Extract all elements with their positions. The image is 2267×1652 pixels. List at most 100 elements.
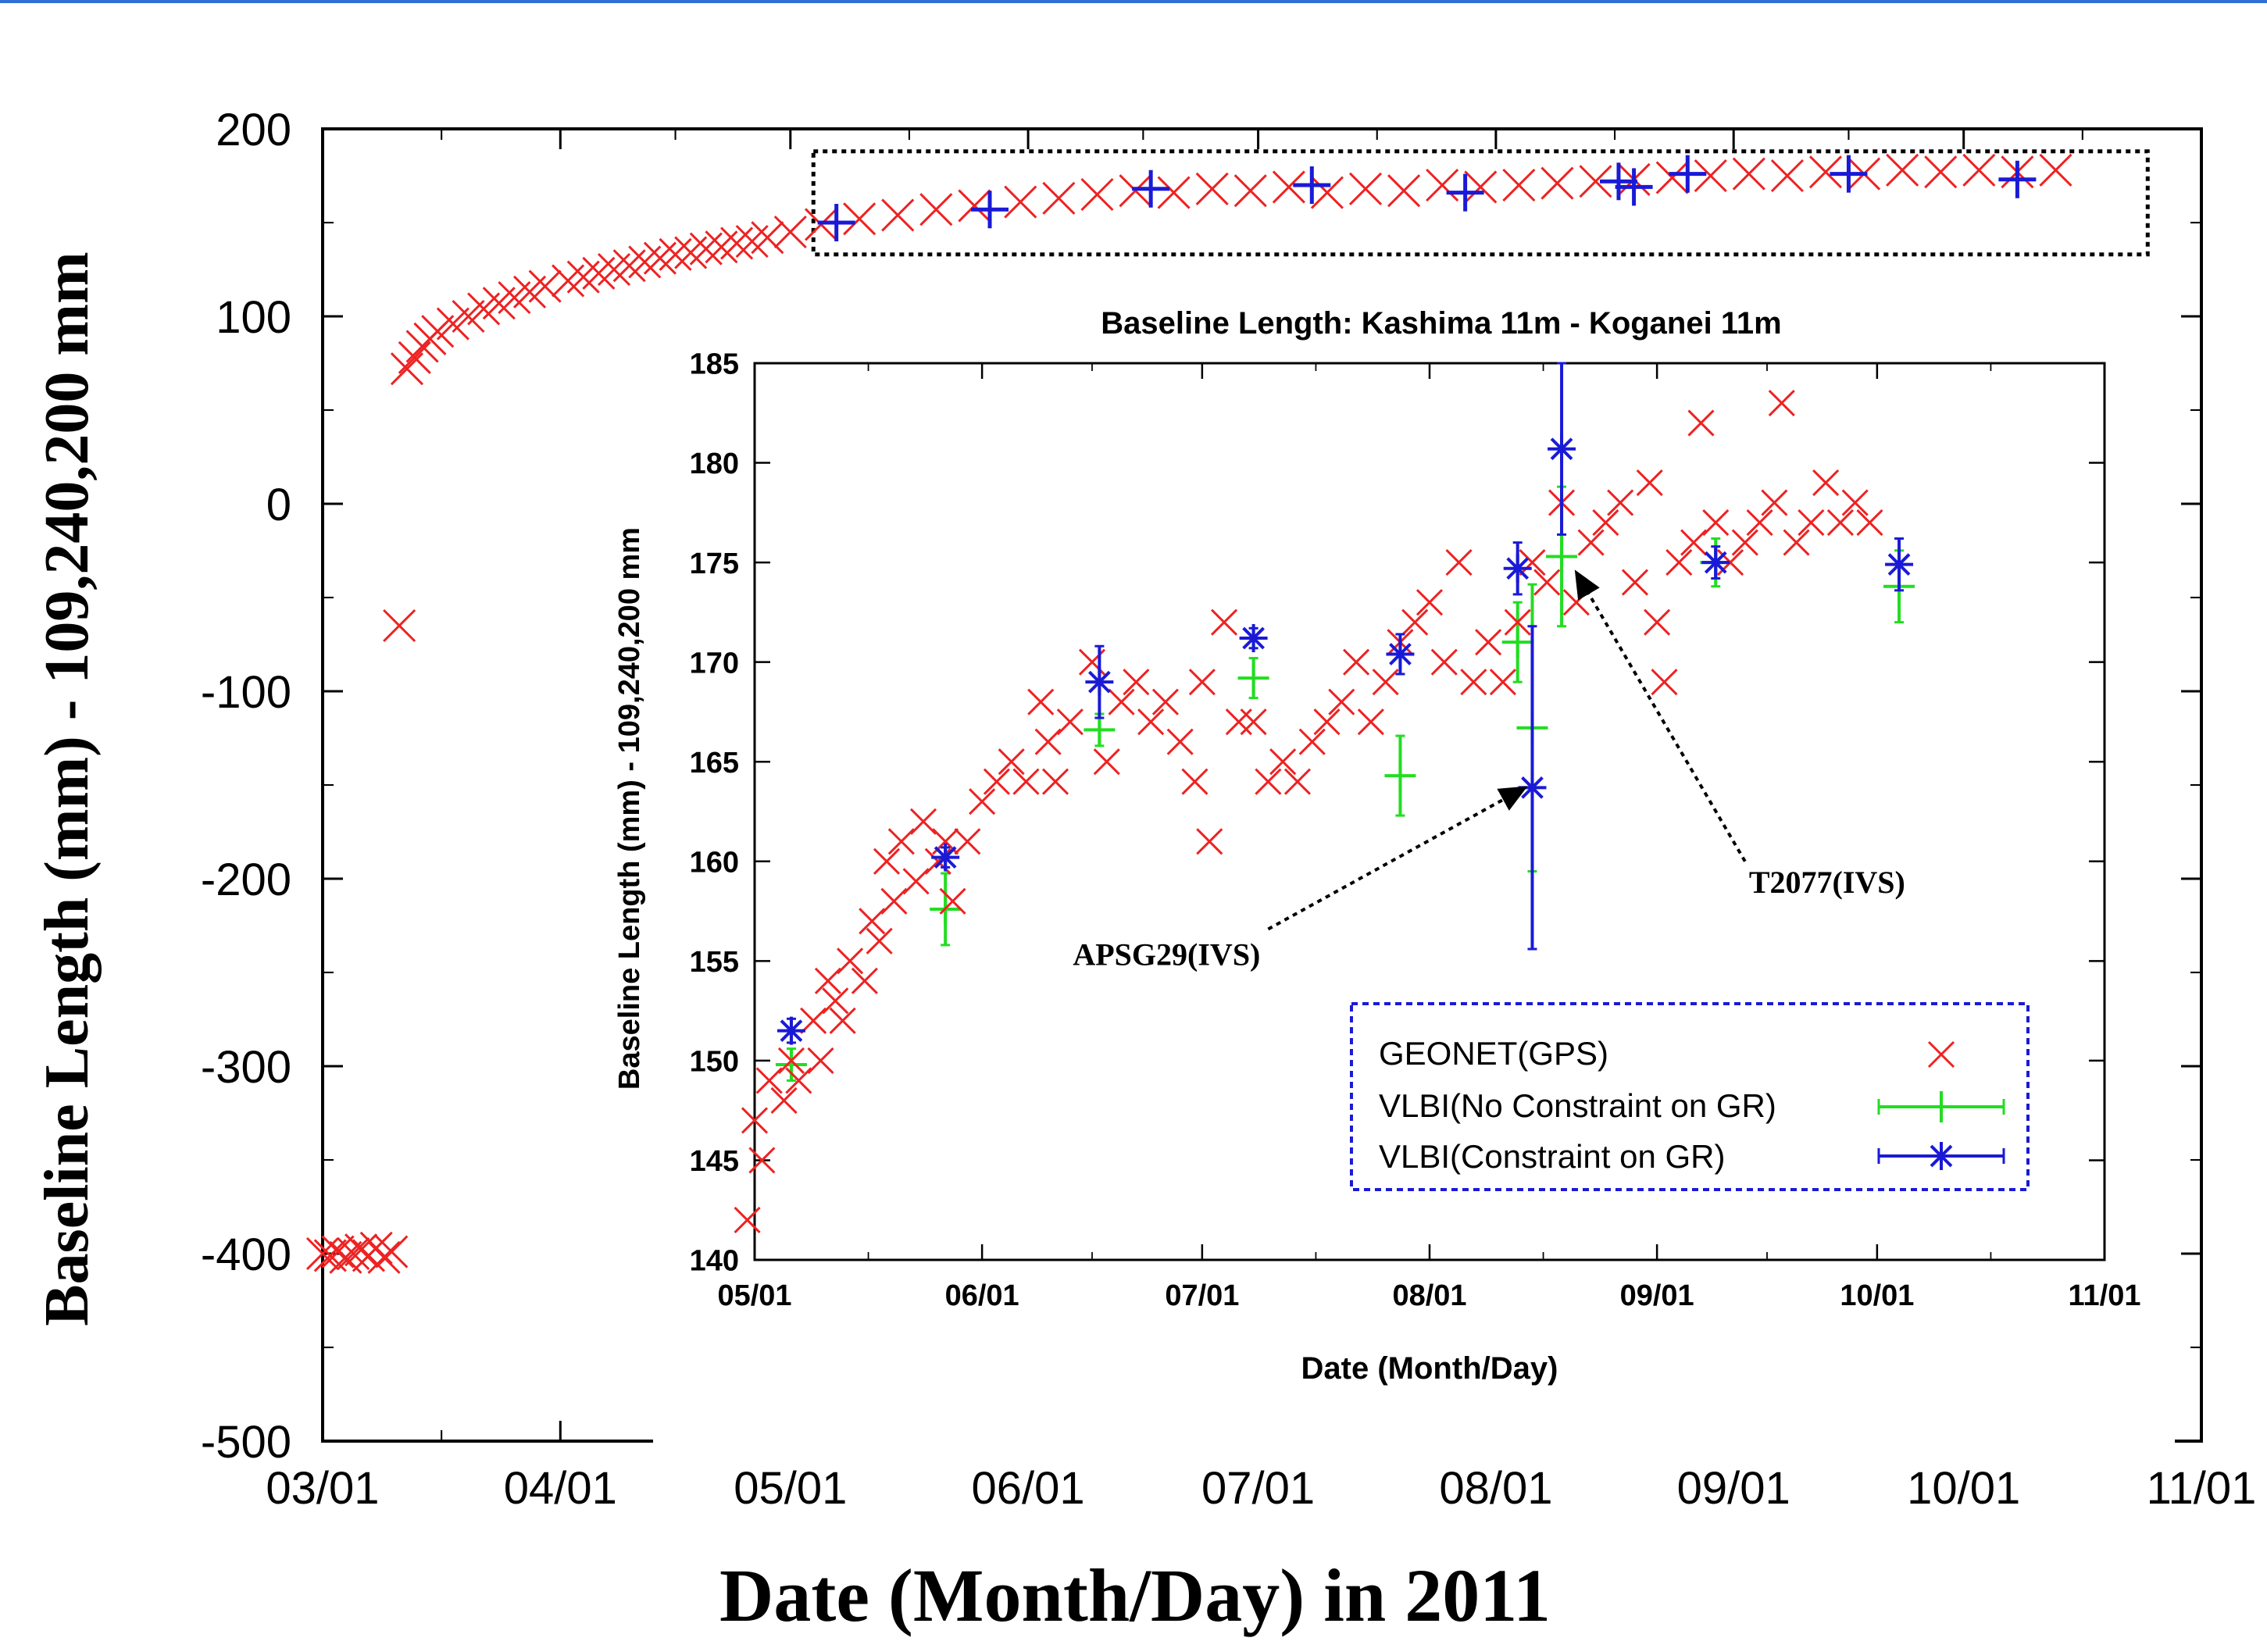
y-tick-label: 175 (690, 548, 739, 580)
gps-point (1233, 174, 1267, 208)
gps-point (880, 887, 908, 915)
gps-point (1808, 155, 1843, 189)
gps-point (1416, 589, 1444, 616)
gps-point (1034, 728, 1062, 755)
y-tick-label: 160 (690, 846, 739, 879)
vlbi-point (1446, 173, 1484, 212)
inset-axis-ticks: 05/01 06/01 07/01 08/01 09/01 10/01 11/01 185 18… (690, 348, 2141, 1312)
gps-point (582, 256, 616, 290)
x-tick-label: 07/01 (1165, 1279, 1239, 1312)
y-tick-label: -100 (201, 667, 291, 718)
vlbi-constraint-point (931, 843, 960, 872)
gps-point (1157, 176, 1191, 209)
main-zoom-box-layer (811, 149, 2150, 257)
vlbi-constraint-point (1239, 624, 1268, 653)
gps-point (748, 1147, 776, 1174)
gps-point (785, 1067, 812, 1094)
gps-point (1732, 157, 1765, 191)
gps-point (1856, 509, 1883, 537)
gps-point (705, 230, 738, 264)
vlbi-constraint-point (776, 1016, 805, 1045)
gps-point (755, 1067, 783, 1094)
main-gps-series (305, 153, 2072, 1274)
gps-point (954, 828, 981, 855)
gps-point (777, 1047, 805, 1074)
gps-point (1519, 549, 1546, 576)
inset-chart: Baseline Length: Kashima 11m - Koganei 1… (613, 305, 2175, 1449)
annotation-arrow (1267, 786, 1528, 931)
gps-point (1426, 168, 1459, 202)
vlbi-point (1830, 155, 1868, 193)
x-tick-label: 06/01 (972, 1463, 1085, 1514)
gps-point (359, 1231, 393, 1265)
gps-point (1372, 669, 1399, 696)
inset-background (653, 305, 2175, 1449)
gps-point (1651, 669, 1678, 696)
x-tick-label: 05/01 (734, 1463, 847, 1514)
gps-point (1841, 489, 1869, 516)
legend-label-vlbi-no-constraint: VLBI(No Constraint on GR) (1379, 1087, 1776, 1124)
gps-point (1283, 768, 1312, 795)
gps-point (528, 269, 562, 303)
vlbi-constraint-point (1701, 548, 1730, 577)
gps-point (919, 193, 953, 227)
vlbi-point (1599, 162, 1637, 201)
gps-point (1489, 669, 1516, 696)
gps-point (1188, 669, 1216, 696)
gps-point (398, 341, 431, 374)
gps-point (969, 788, 996, 815)
gps-point (1272, 170, 1305, 204)
vlbi-point (1669, 155, 1707, 193)
vlbi-no-constraint-point (1084, 714, 1116, 746)
gps-point (741, 1107, 769, 1134)
gps-point (902, 868, 930, 895)
y-tick-label: 200 (216, 105, 291, 155)
y-tick-label: 170 (690, 647, 739, 680)
gps-point (814, 967, 841, 994)
gps-point (1151, 688, 1179, 715)
gps-point (1108, 688, 1135, 715)
vlbi-point (1615, 168, 1653, 206)
legend-label-gps: GEONET(GPS) (1379, 1035, 1608, 1072)
gps-point (1621, 569, 1649, 596)
gps-point (1540, 166, 1574, 200)
gps-point (829, 1007, 856, 1034)
gps-point (1298, 728, 1326, 755)
gps-point (689, 232, 723, 266)
gps-point (1080, 177, 1114, 212)
gps-point (1592, 509, 1619, 537)
gps-point (390, 352, 424, 386)
inset-y-axis-label: Baseline Length (mm) - 109,240,200 mm (613, 527, 646, 1090)
main-vlbi-series (817, 155, 2037, 241)
gps-point (1343, 648, 1370, 676)
gps-point (939, 887, 966, 915)
vlbi-constraint-point (1503, 554, 1532, 583)
x-tick-label: 03/01 (266, 1463, 379, 1514)
gps-point (1886, 153, 1919, 187)
legend-sample-no-constraint (1926, 1091, 1957, 1122)
vlbi-point (1998, 160, 2037, 198)
x-tick-label: 04/01 (504, 1463, 617, 1514)
gps-point (866, 927, 893, 954)
legend-label-vlbi-constraint: VLBI(Constraint on GR) (1379, 1138, 1726, 1175)
gps-point (1269, 748, 1297, 776)
y-tick-label: -200 (201, 855, 291, 905)
gps-point (1313, 708, 1341, 736)
gps-point (1702, 509, 1730, 537)
gps-point (1783, 529, 1810, 556)
gps-point (1042, 181, 1076, 215)
vlbi-constraint-point (1548, 434, 1576, 463)
gps-point (998, 748, 1025, 776)
gps-point (421, 315, 455, 348)
gps-point (735, 224, 769, 259)
gps-point (1225, 708, 1252, 736)
annotation-label: T2077(IVS) (1749, 865, 1905, 900)
main-x-axis-label: Date (Month/Day) in 2011 (719, 1554, 1551, 1637)
gps-point (800, 1007, 827, 1034)
y-tick-label: 100 (216, 292, 291, 343)
gps-point (1962, 153, 1996, 187)
main-chart: 03/01 04/01 05/01 06/01 07/01 08/01 09/01 10/01… (33, 105, 2256, 1637)
gps-point (1012, 768, 1040, 795)
gps-point (887, 828, 915, 855)
legend-sample-constraint (1927, 1142, 1955, 1170)
